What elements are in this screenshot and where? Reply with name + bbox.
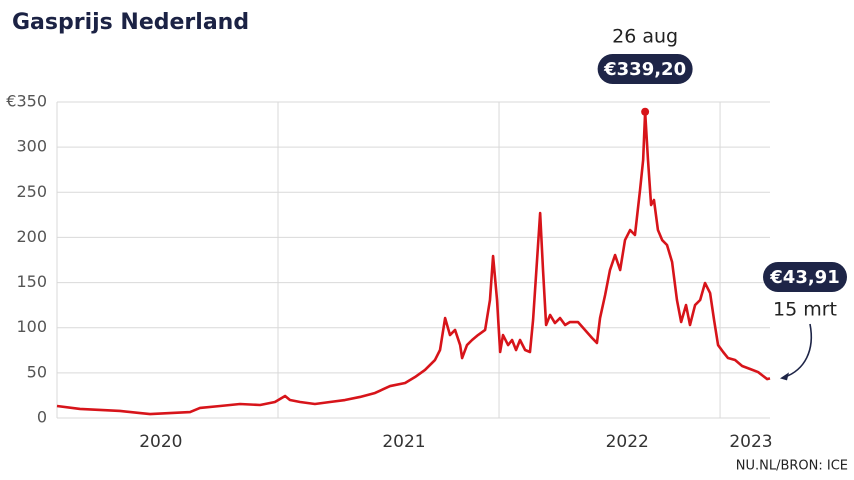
y-tick-label: 0 [37, 408, 47, 427]
annotation-date: 15 mrt [773, 299, 837, 321]
value-label: €339,20 [603, 59, 686, 80]
y-tick-label: 250 [16, 182, 47, 201]
x-tick-label: 2020 [139, 432, 182, 452]
y-tick-label: 50 [27, 362, 47, 381]
y-tick-label: €350 [6, 92, 47, 111]
label-pill [763, 262, 847, 292]
value-label: €43,91 [769, 267, 839, 288]
arrow [783, 323, 812, 379]
x-tick-label: 2022 [606, 432, 649, 452]
chart-title: Gasprijs Nederland [12, 10, 249, 35]
y-tick-label: 100 [16, 317, 47, 336]
annotation-date: 26 aug [612, 26, 678, 48]
peak-dot [641, 107, 650, 116]
x-tick-label: 2021 [382, 432, 425, 452]
source: NU.NL/BRON: ICE [736, 459, 848, 474]
label-pill [597, 54, 693, 84]
arrow-head [780, 372, 789, 381]
price-line [56, 110, 771, 416]
x-tick-label: 2023 [729, 432, 772, 452]
y-tick-label: 200 [16, 227, 47, 246]
y-tick-label: 300 [16, 137, 47, 156]
y-tick-label: 150 [16, 272, 47, 291]
